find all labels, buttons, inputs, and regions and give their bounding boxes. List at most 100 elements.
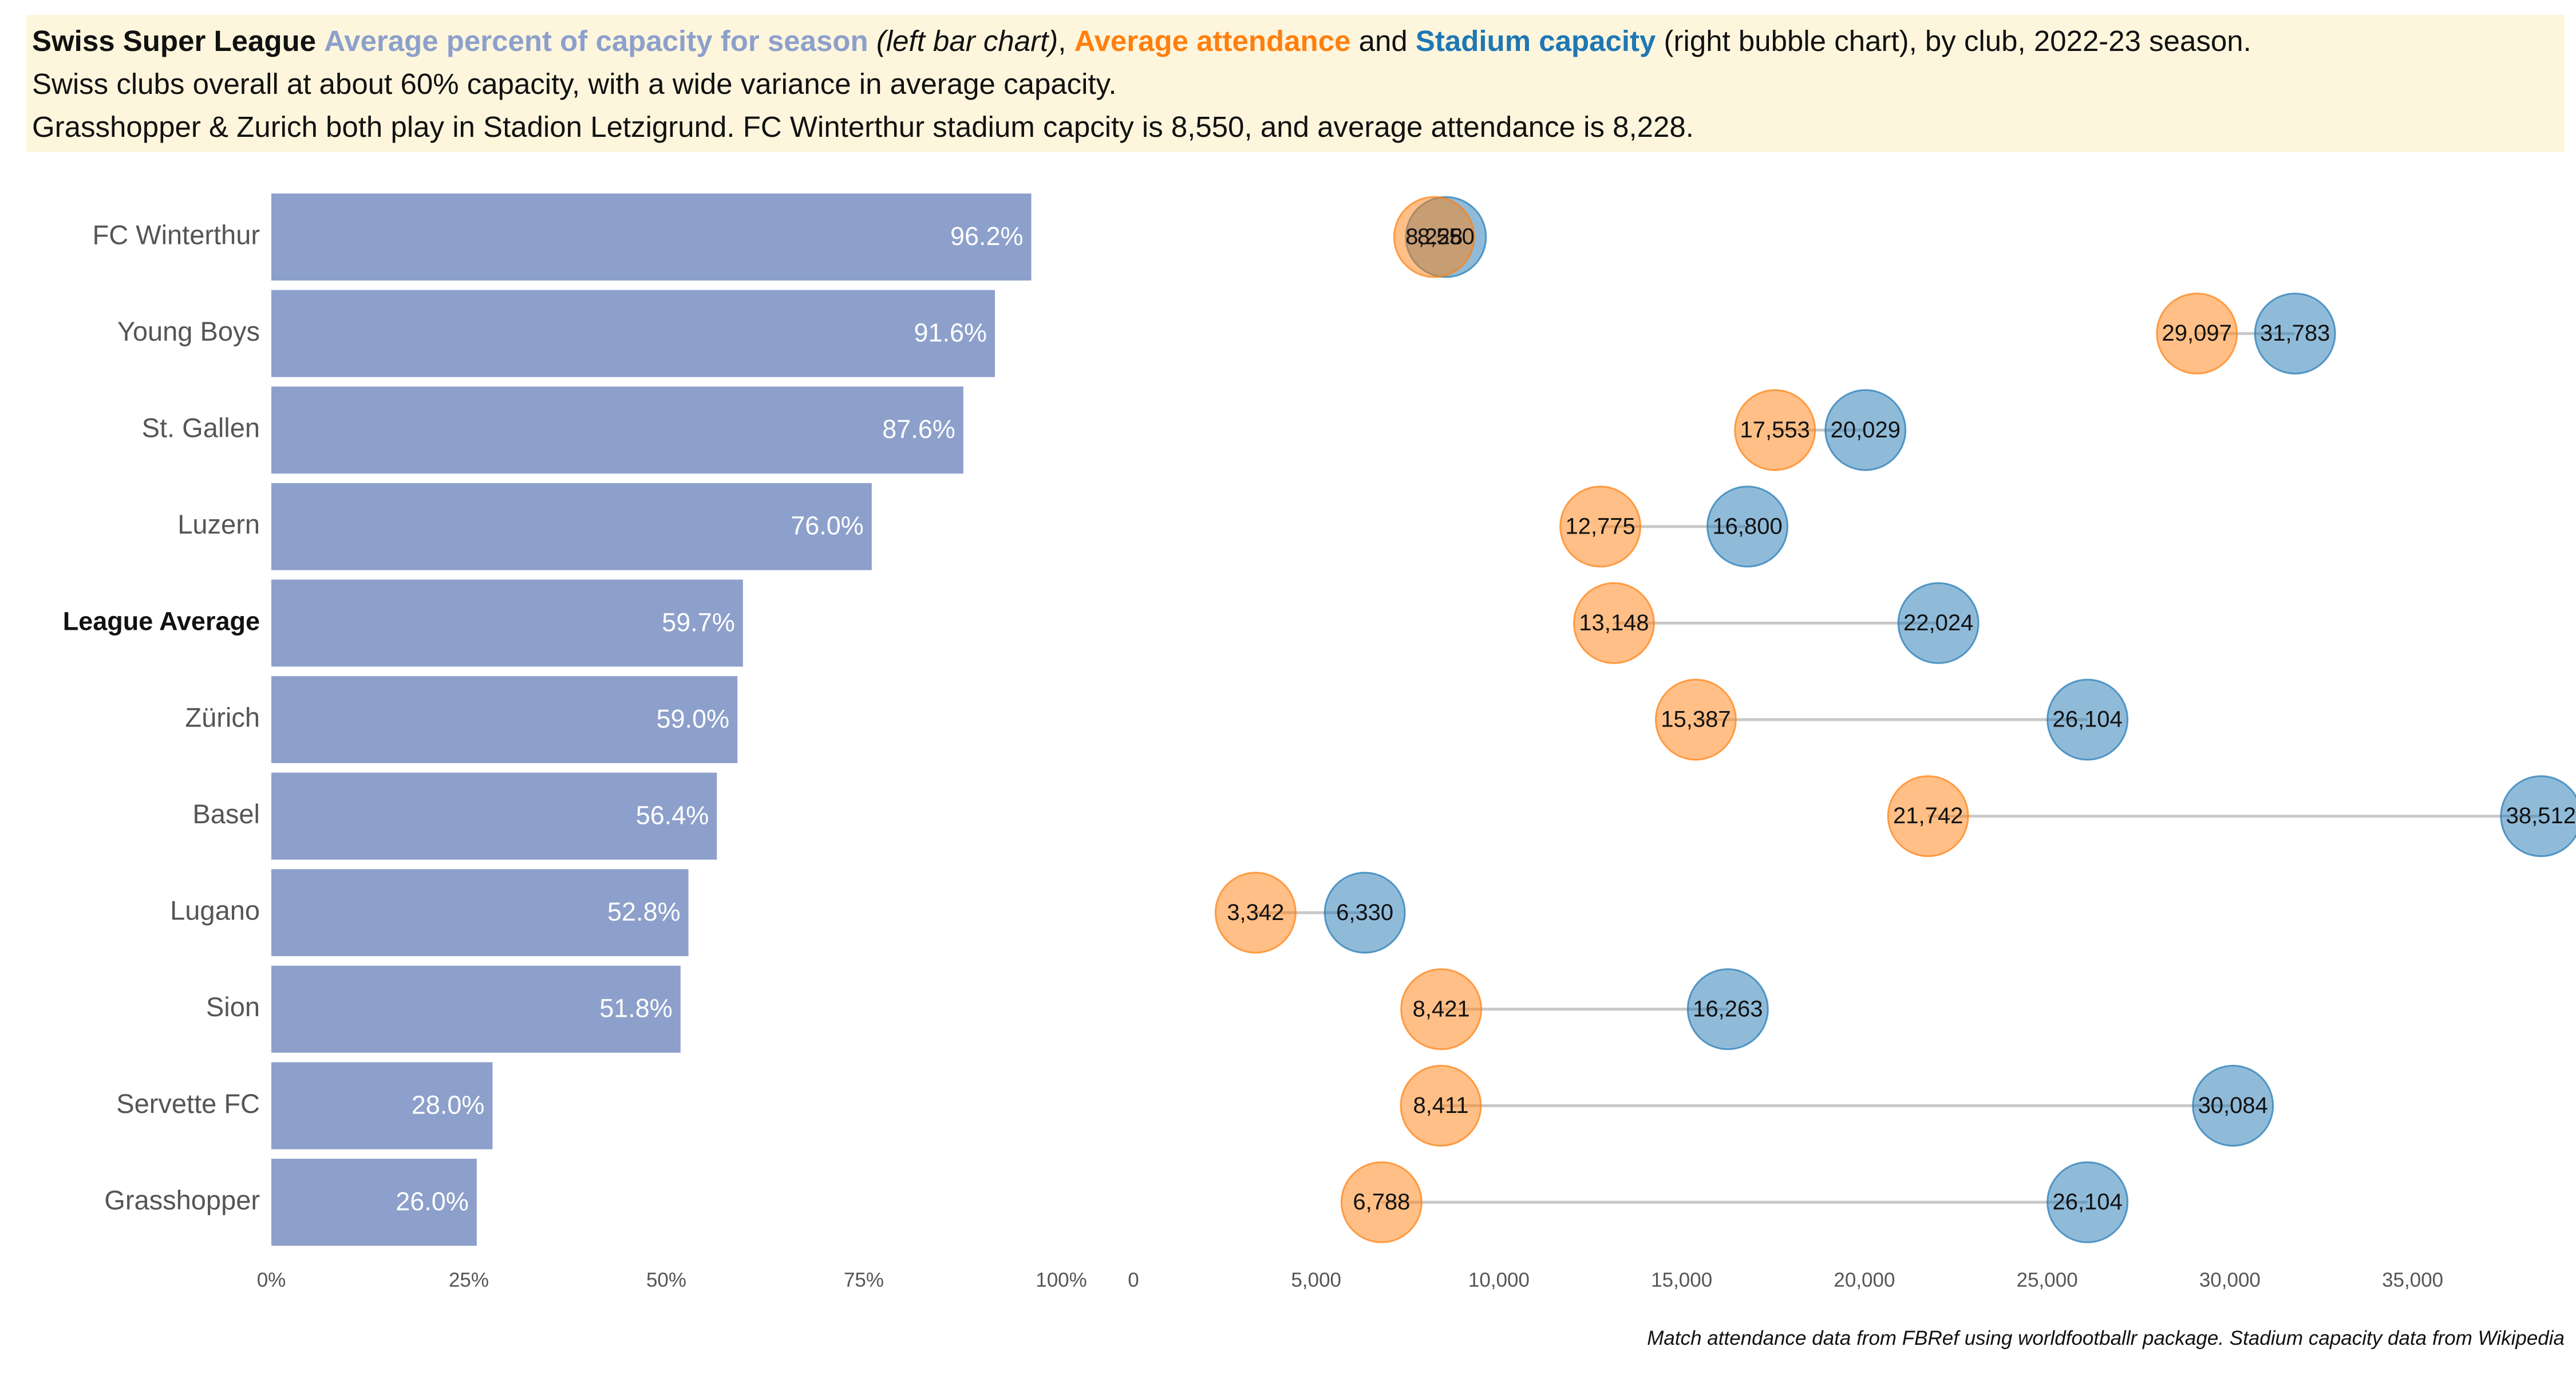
header-comma: ,	[1058, 25, 1066, 57]
bubble-x-tick-label: 15,000	[1651, 1269, 1712, 1291]
capacity-label-sion: 16,263	[1693, 996, 1763, 1021]
right-chart-note: (right bubble chart), by club, 2022-23 s…	[1664, 25, 2251, 57]
capacity-label-lugano: 6,330	[1336, 900, 1393, 925]
capacity-label-fc-winterthur: 8,550	[1417, 224, 1475, 250]
attendance-bubble-servette-fc	[1400, 1064, 1482, 1147]
bar-value-label-servette-fc: 28.0%	[412, 1090, 485, 1119]
category-label-grasshopper: Grasshopper	[104, 1185, 260, 1215]
bar-league-average	[271, 579, 743, 667]
attendance-label-sion: 8,421	[1413, 996, 1470, 1021]
bar-value-label-grasshopper: 26.0%	[396, 1187, 469, 1216]
header-line-3: Grasshopper & Zurich both play in Stadio…	[32, 110, 1694, 143]
capacity-bubble-league-average	[1897, 582, 1980, 664]
bar-x-tick-label: 25%	[449, 1269, 489, 1291]
bar-zurich	[271, 676, 738, 763]
attendance-label-league-average: 13,148	[1579, 610, 1649, 635]
header-and: and	[1358, 25, 1408, 57]
bar-value-label-lugano: 52.8%	[607, 897, 681, 926]
header-line-2: Swiss clubs overall at about 60% capacit…	[32, 68, 1117, 100]
bar-value-label-young-boys: 91.6%	[914, 318, 987, 347]
bar-value-label-zurich: 59.0%	[657, 704, 730, 733]
category-label-basel: Basel	[192, 799, 260, 829]
attendance-label-luzern: 12,775	[1565, 514, 1635, 539]
bubble-x-tick-label: 35,000	[2382, 1269, 2443, 1291]
attendance-label-basel: 21,742	[1893, 803, 1963, 828]
bar-x-tick-label: 75%	[844, 1269, 884, 1291]
capacity-legend: Stadium capacity	[1415, 25, 1656, 57]
bar-value-label-basel: 56.4%	[636, 800, 709, 830]
capacity-bubble-servette-fc	[2192, 1064, 2274, 1147]
bar-grasshopper	[271, 1159, 477, 1246]
capacity-bubble-grasshopper	[2046, 1161, 2129, 1243]
bar-value-label-league-average: 59.7%	[662, 607, 735, 637]
capacity-label-zurich: 26,104	[2052, 707, 2122, 732]
bar-x-tick-label: 0%	[257, 1269, 286, 1291]
bar-lugano	[271, 869, 689, 957]
attendance-bubble-young-boys	[2156, 293, 2238, 375]
attendance-bubble-st-gallen	[1734, 389, 1816, 471]
attendance-bubble-zurich	[1654, 678, 1737, 761]
capacity-bubble-basel	[2500, 775, 2576, 858]
capacity-bubble-luzern	[1706, 485, 1789, 568]
bar-sion	[271, 965, 681, 1053]
capacity-bubble-st-gallen	[1824, 389, 1907, 471]
attendance-label-st-gallen: 17,553	[1740, 417, 1810, 443]
attendance-label-grasshopper: 6,788	[1353, 1190, 1410, 1215]
capacity-label-st-gallen: 20,029	[1831, 417, 1901, 443]
capacity-label-league-average: 22,024	[1903, 610, 1973, 635]
attendance-bubble-luzern	[1559, 485, 1642, 568]
bar-servette-fc	[271, 1062, 493, 1150]
attendance-bubble-basel	[1887, 775, 1969, 858]
header-line-1: Swiss Super League Average percent of ca…	[32, 19, 2559, 62]
bubble-x-tick-label: 0	[1128, 1269, 1139, 1291]
attendance-label-fc-winterthur: 8,228	[1405, 224, 1463, 250]
attendance-bubble-lugano	[1214, 871, 1297, 954]
capacity-label-basel: 38,512	[2506, 803, 2576, 828]
attendance-label-lugano: 3,342	[1227, 900, 1284, 925]
attendance-bubble-league-average	[1573, 582, 1655, 664]
category-label-fc-winterthur: FC Winterthur	[93, 219, 260, 250]
attendance-label-servette-fc: 8,411	[1413, 1093, 1468, 1118]
bubble-x-tick-label: 20,000	[1834, 1269, 1895, 1291]
percent-capacity-legend: Average percent of capacity for season	[324, 25, 868, 57]
capacity-label-grasshopper: 26,104	[2052, 1190, 2122, 1215]
capacity-bubble-young-boys	[2254, 293, 2336, 375]
category-label-sion: Sion	[206, 992, 260, 1022]
category-label-st-gallen: St. Gallen	[142, 413, 260, 443]
attendance-bubble-grasshopper	[1340, 1161, 1423, 1243]
source-note: Match attendance data from FBRef using w…	[1647, 1327, 2565, 1349]
bar-basel	[271, 772, 717, 860]
capacity-label-servette-fc: 30,084	[2198, 1093, 2268, 1118]
category-label-league-average: League Average	[63, 606, 260, 635]
bar-st-gallen	[271, 386, 963, 474]
chart-header: Swiss Super League Average percent of ca…	[26, 15, 2565, 152]
capacity-bubble-sion	[1686, 968, 1769, 1051]
category-label-lugano: Lugano	[170, 895, 260, 926]
attendance-bubble-fc-winterthur	[1393, 196, 1475, 278]
left-chart-note: (left bar chart)	[876, 25, 1058, 57]
bar-value-label-luzern: 76.0%	[791, 511, 864, 540]
bubble-x-tick-label: 5,000	[1291, 1269, 1341, 1291]
attendance-label-young-boys: 29,097	[2162, 321, 2232, 346]
league-name: Swiss Super League	[32, 25, 317, 57]
bar-x-tick-label: 50%	[646, 1269, 686, 1291]
bar-value-label-st-gallen: 87.6%	[882, 414, 955, 444]
bar-luzern	[271, 483, 872, 570]
capacity-bubble-lugano	[1323, 871, 1406, 954]
category-label-servette-fc: Servette FC	[116, 1088, 260, 1119]
bar-x-tick-label: 100%	[1036, 1269, 1087, 1291]
attendance-bubble-sion	[1400, 968, 1483, 1051]
attendance-label-zurich: 15,387	[1661, 707, 1730, 732]
capacity-label-luzern: 16,800	[1712, 514, 1782, 539]
category-label-zurich: Zürich	[185, 702, 260, 732]
bar-chart: FC Winterthur 96.2% Young Boys 91.6% St. Gal…	[63, 194, 1087, 1291]
bar-value-label-sion: 51.8%	[599, 994, 673, 1023]
attendance-legend: Average attendance	[1074, 25, 1351, 57]
bubble-x-tick-label: 10,000	[1468, 1269, 1530, 1291]
bubble-x-tick-label: 25,000	[2017, 1269, 2078, 1291]
bubble-x-tick-label: 30,000	[2199, 1269, 2261, 1291]
category-label-young-boys: Young Boys	[117, 316, 260, 346]
bar-fc-winterthur	[271, 194, 1032, 281]
category-label-luzern: Luzern	[177, 509, 260, 539]
